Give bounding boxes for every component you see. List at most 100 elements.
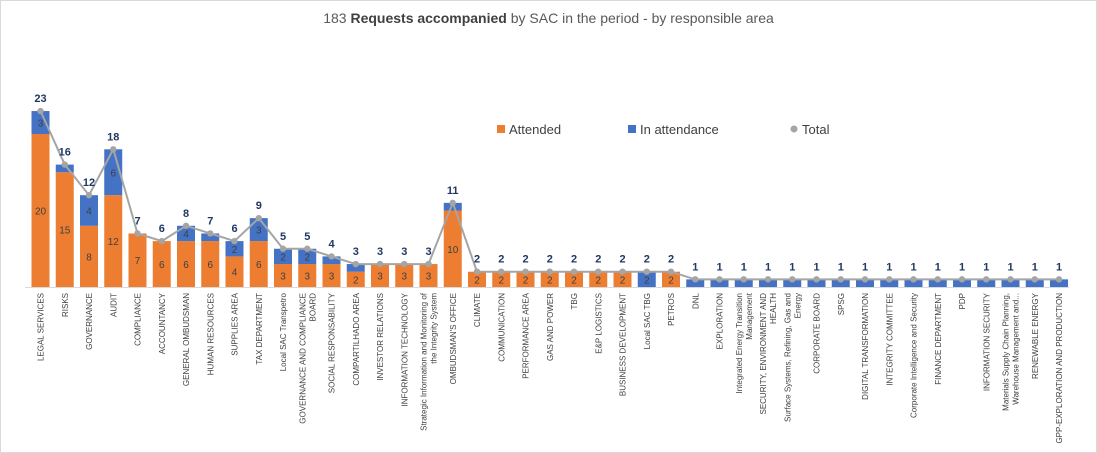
category-label-text: TAX DEPARTMENT — [255, 293, 264, 365]
total-value-label: 2 — [668, 254, 674, 266]
total-value-label: 1 — [935, 261, 941, 273]
bar-in-attendance — [225, 241, 244, 257]
category-label-line: SOCIAL RESPONSABILITY — [328, 292, 337, 393]
category-label-line: DNL — [691, 292, 700, 309]
total-value-label: 3 — [425, 246, 431, 258]
segment-label-attended: 12 — [108, 237, 120, 248]
category-label: BUSINESS DEVELOPMENT — [619, 293, 628, 396]
total-marker — [861, 276, 869, 283]
total-value-label: 2 — [474, 254, 480, 266]
chart-title: 183 Requests accompanied by SAC in the p… — [1, 10, 1096, 26]
category-label: COMMUNICATION — [497, 293, 506, 362]
title-suffix: by SAC in the period - by responsible ar… — [506, 10, 774, 26]
bar-attended — [249, 241, 268, 287]
category-label-line: INTEGRITY COMMITTEE — [885, 293, 894, 386]
total-marker — [595, 268, 602, 275]
total-value-label: 1 — [692, 261, 698, 273]
segment-label-attended: 2 — [523, 275, 529, 286]
category-label: AUDIT — [109, 293, 118, 317]
segment-label-attended: 6 — [183, 260, 189, 271]
total-value-label: 3 — [401, 246, 407, 258]
segment-label-attended: 7 — [135, 256, 141, 267]
total-value-label: 1 — [910, 261, 916, 273]
category-label-text: Materials Supply Chain Planning,Warehous… — [1002, 293, 1021, 411]
total-marker — [279, 245, 287, 252]
category-label-line: OMBUDSMAN'S OFFICE — [449, 293, 458, 384]
segment-label-attended: 6 — [159, 260, 165, 271]
total-marker — [886, 276, 893, 283]
total-value-label: 11 — [447, 185, 459, 197]
category-label-text: Local SAC TBG — [643, 293, 652, 349]
legend-attended-label: Attended — [509, 122, 561, 137]
segment-label-attended: 3 — [401, 272, 407, 283]
total-value-label: 1 — [1007, 261, 1013, 273]
total-marker — [740, 276, 747, 283]
bar-in-attendance — [928, 279, 947, 287]
category-label-text: SPSG — [837, 293, 846, 315]
segment-label-attended: 2 — [498, 275, 504, 286]
category-label-line: GOVERNANCE AND COMPLIANCE — [298, 293, 307, 424]
total-value-label: 23 — [34, 93, 46, 105]
category-label-line: COMPARTILHADO AREA — [352, 292, 361, 385]
total-value-label: 1 — [959, 261, 965, 273]
legend-total-label: Total — [802, 122, 830, 137]
bar-attended — [128, 233, 147, 287]
bar-attended — [565, 271, 583, 287]
category-label: RENEWABLE ENERGY — [1031, 292, 1040, 379]
category-label: SUPPLIES AREA — [231, 292, 240, 355]
category-label-text: GOVERNANCE AND COMPLIANCEBOARD — [298, 293, 317, 424]
category-label-text: LEGAL SERVICES — [37, 293, 46, 361]
bar-attended — [443, 210, 462, 287]
total-value-label: 1 — [1056, 261, 1062, 273]
category-label-line: GPP-EXPLORATION AND PRODUCTION — [1055, 293, 1064, 444]
bar-attended — [346, 271, 365, 287]
total-value-label: 2 — [522, 254, 528, 266]
category-label-text: PERFORMANCE AREA — [522, 292, 531, 378]
category-label: FINANCE DEPARTMENT — [934, 293, 943, 385]
category-label-text: DIGITAL TRANSFORMATION — [861, 293, 870, 400]
bar-attended — [613, 271, 632, 287]
bar-attended — [662, 271, 680, 287]
bar-in-attendance — [637, 271, 656, 287]
category-label-line: HEALTH — [769, 293, 778, 324]
segment-label-attended: 8 — [86, 252, 92, 263]
title-prefix: 183 — [323, 10, 351, 26]
category-label-text: ACCOUNTANCY — [158, 292, 167, 354]
bar-attended — [177, 241, 195, 287]
total-value-label: 1 — [716, 261, 722, 273]
legend-in-attendance: In attendance — [628, 122, 719, 137]
total-value-label: 4 — [328, 238, 335, 250]
total-marker — [401, 260, 408, 268]
category-label-text: PDP — [958, 293, 967, 309]
category-label-text: INTEGRITY COMMITTEE — [885, 293, 894, 386]
bar-in-attendance — [710, 279, 729, 287]
category-label: GOVERNANCE AND COMPLIANCEBOARD — [298, 293, 317, 424]
category-label-text: GPP-EXPLORATION AND PRODUCTION — [1055, 293, 1064, 444]
bar-attended — [589, 271, 608, 287]
bar-in-attendance — [977, 279, 996, 287]
category-label-line: EXPLORATION — [716, 293, 725, 350]
segment-label-in-attendance: 2 — [280, 252, 286, 263]
category-label: GPP-EXPLORATION AND PRODUCTION — [1055, 293, 1064, 444]
category-label-line: Surface Systems, Refining, Gas and — [783, 293, 792, 422]
segment-label-attended: 6 — [207, 260, 213, 271]
bar-in-attendance — [31, 111, 50, 134]
total-marker — [958, 276, 966, 283]
category-label: TBG — [570, 293, 579, 309]
category-label-text: RISKS — [61, 293, 70, 317]
category-label-line: TBG — [570, 293, 579, 309]
category-label-line: the Integrity System — [430, 293, 439, 364]
category-label-line: PDP — [958, 293, 967, 309]
category-label: COMPLIANCE — [134, 293, 143, 346]
category-label-line: SUPPLIES AREA — [231, 292, 240, 355]
category-label-line: COMPLIANCE — [134, 293, 143, 346]
segment-label-in-attendance: 2 — [232, 245, 238, 256]
bar-attended — [31, 134, 50, 287]
total-value-label: 3 — [353, 246, 359, 258]
bar-in-attendance — [759, 279, 777, 287]
total-value-label: 2 — [571, 254, 577, 266]
segment-label-attended: 2 — [353, 275, 359, 286]
bar-in-attendance — [880, 279, 899, 287]
category-label: GOVERNANCE — [85, 293, 94, 350]
bar-in-attendance — [104, 149, 123, 196]
